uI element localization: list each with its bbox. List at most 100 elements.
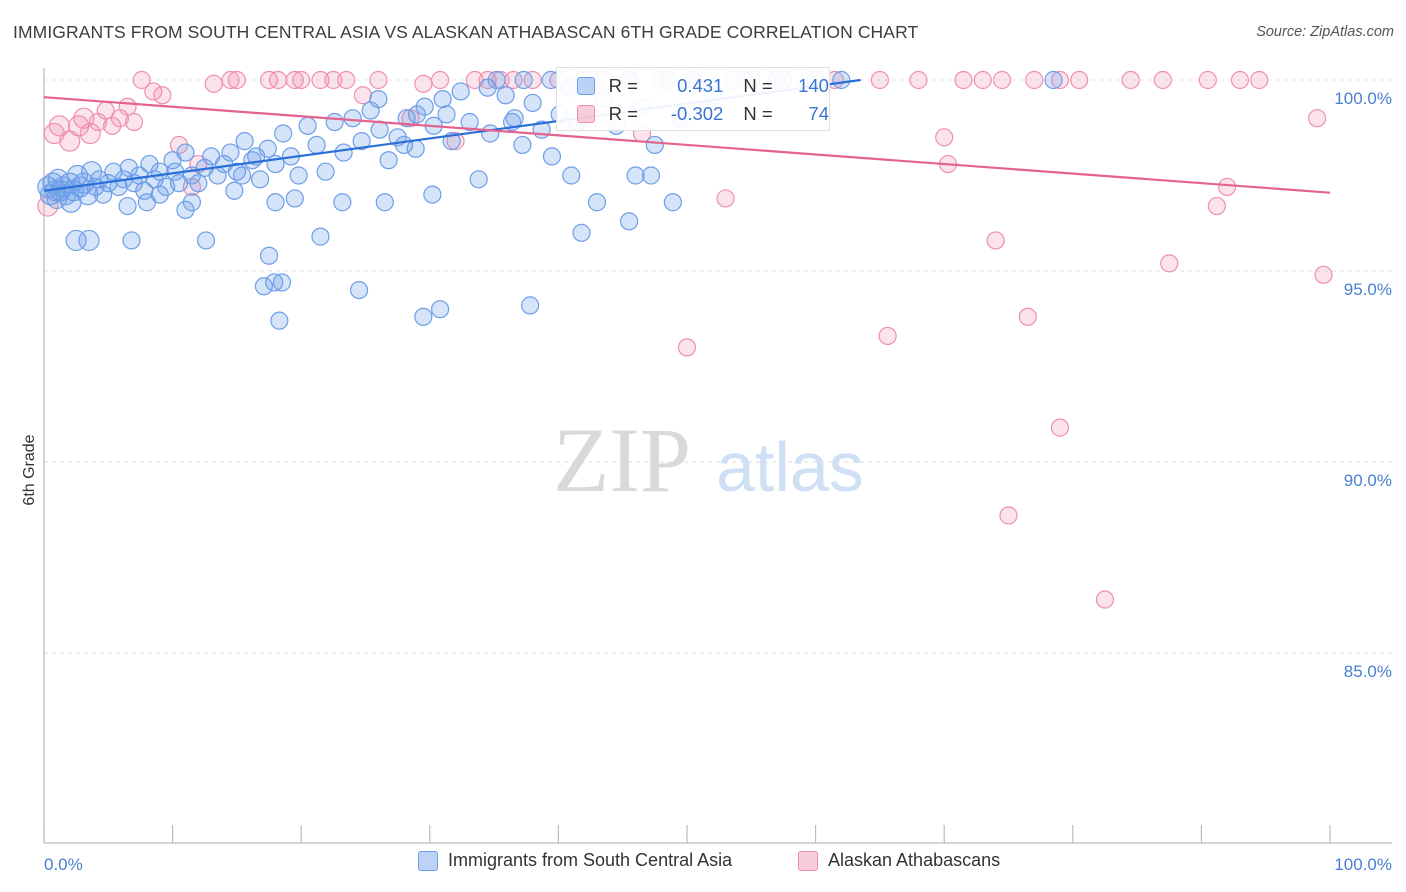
legend-item-blue[interactable]: Immigrants from South Central Asia — [418, 850, 732, 871]
data-point-blue — [587, 193, 607, 212]
data-point-pink — [118, 97, 137, 116]
n-value-blue: 140 — [798, 75, 829, 96]
legend-swatch-pink — [798, 850, 818, 871]
data-point-blue — [189, 174, 208, 193]
data-point-blue — [118, 196, 137, 216]
data-point-pink — [221, 70, 240, 90]
data-point-pink — [204, 74, 223, 93]
n-value-pink: 74 — [808, 103, 829, 124]
data-point-pink — [1308, 109, 1327, 128]
data-point-pink — [1198, 70, 1217, 90]
data-point-blue — [572, 223, 591, 242]
source-credit: Source: ZipAtlas.com — [1256, 24, 1394, 40]
data-point-blue — [225, 181, 244, 200]
data-point-blue — [430, 300, 450, 319]
r-value-blue: 0.431 — [677, 75, 724, 96]
data-point-pink — [311, 70, 330, 90]
data-point-blue — [334, 143, 353, 162]
data-point-blue — [481, 124, 500, 143]
data-point-blue — [196, 231, 216, 250]
tick-labels: 85.0% 90.0% 95.0% 100.0% 0.0% 100.0% — [44, 89, 1392, 874]
data-point-blue — [274, 124, 293, 143]
data-point-pink — [430, 70, 450, 90]
legend-swatch-blue — [418, 850, 438, 871]
legend-item-pink[interactable]: Alaskan Athabascans — [798, 850, 1000, 871]
data-point-blue — [451, 82, 470, 101]
data-point-pink — [268, 70, 288, 90]
data-point-pink — [1018, 307, 1037, 326]
data-point-blue — [221, 143, 240, 162]
data-point-pink — [954, 70, 973, 90]
data-point-pink — [986, 231, 1005, 250]
data-point-blue — [469, 170, 488, 189]
data-point-pink — [870, 70, 890, 90]
stat-swatch-blue — [577, 77, 595, 95]
x-tick-label: 0.0% — [44, 855, 83, 874]
data-point-blue — [433, 89, 452, 109]
data-point-pink — [285, 70, 304, 90]
data-point-blue — [370, 120, 389, 139]
data-point-blue — [94, 185, 113, 204]
series-blue — [37, 70, 1063, 330]
data-point-pink — [1153, 70, 1172, 90]
data-point-blue — [289, 166, 308, 185]
legend-label-blue: Immigrants from South Central Asia — [448, 850, 733, 870]
legend-label-pink: Alaskan Athabascans — [828, 850, 1001, 870]
data-point-blue — [407, 105, 427, 124]
data-point-blue — [78, 229, 100, 252]
data-point-blue — [135, 181, 154, 200]
data-point-blue — [316, 162, 335, 181]
data-point-pink — [103, 116, 122, 135]
data-point-pink — [414, 74, 433, 93]
y-tick-label: 85.0% — [1344, 662, 1392, 681]
data-point-blue — [521, 296, 540, 315]
data-point-blue — [176, 200, 195, 219]
data-point-blue — [542, 147, 562, 166]
data-point-pink — [132, 70, 151, 90]
data-point-blue — [394, 135, 414, 155]
data-point-blue — [298, 116, 317, 135]
data-point-pink — [169, 135, 189, 155]
data-point-pink — [1250, 70, 1269, 90]
data-point-blue — [620, 212, 639, 231]
data-point-blue — [645, 135, 664, 155]
data-point-blue — [562, 166, 581, 185]
data-point-pink — [935, 128, 954, 147]
data-point-blue — [496, 86, 515, 105]
y-tick-label: 95.0% — [1344, 280, 1392, 299]
data-point-blue — [122, 231, 141, 250]
data-point-blue — [232, 166, 252, 185]
y-tick-label: 90.0% — [1344, 471, 1392, 490]
data-point-pink — [1218, 177, 1237, 197]
data-point-blue — [60, 191, 82, 213]
chart-legend: Immigrants from South Central Asia Alask… — [0, 850, 1406, 880]
chart-title: IMMIGRANTS FROM SOUTH CENTRAL ASIA VS AL… — [13, 22, 919, 42]
data-point-blue — [423, 185, 442, 204]
data-point-pink — [1230, 70, 1250, 90]
data-point-pink — [1070, 70, 1089, 90]
data-point-blue — [259, 246, 279, 265]
data-point-blue — [437, 105, 456, 124]
data-point-pink — [153, 86, 172, 105]
data-point-blue — [176, 143, 195, 162]
r-label: R = — [608, 103, 638, 124]
stat-row-pink: R = -0.302 N = 74 — [557, 100, 829, 128]
data-point-blue — [272, 273, 292, 292]
data-point-blue — [414, 307, 433, 326]
data-point-blue — [254, 277, 274, 296]
trend-line-pink — [43, 96, 1331, 194]
data-point-blue — [641, 166, 661, 185]
stat-row-blue: R = 0.431 N = 140 — [557, 72, 829, 100]
data-point-blue — [626, 166, 645, 185]
data-point-pink — [48, 115, 71, 137]
data-point-blue — [343, 109, 362, 128]
data-point-pink — [716, 189, 735, 208]
data-point-blue — [307, 135, 326, 155]
y-tick-label: 100.0% — [1334, 89, 1392, 108]
data-point-blue — [352, 132, 371, 151]
data-point-pink — [999, 506, 1018, 525]
data-point-pink — [973, 70, 992, 90]
data-point-blue — [182, 193, 201, 212]
data-point-blue — [514, 70, 533, 90]
